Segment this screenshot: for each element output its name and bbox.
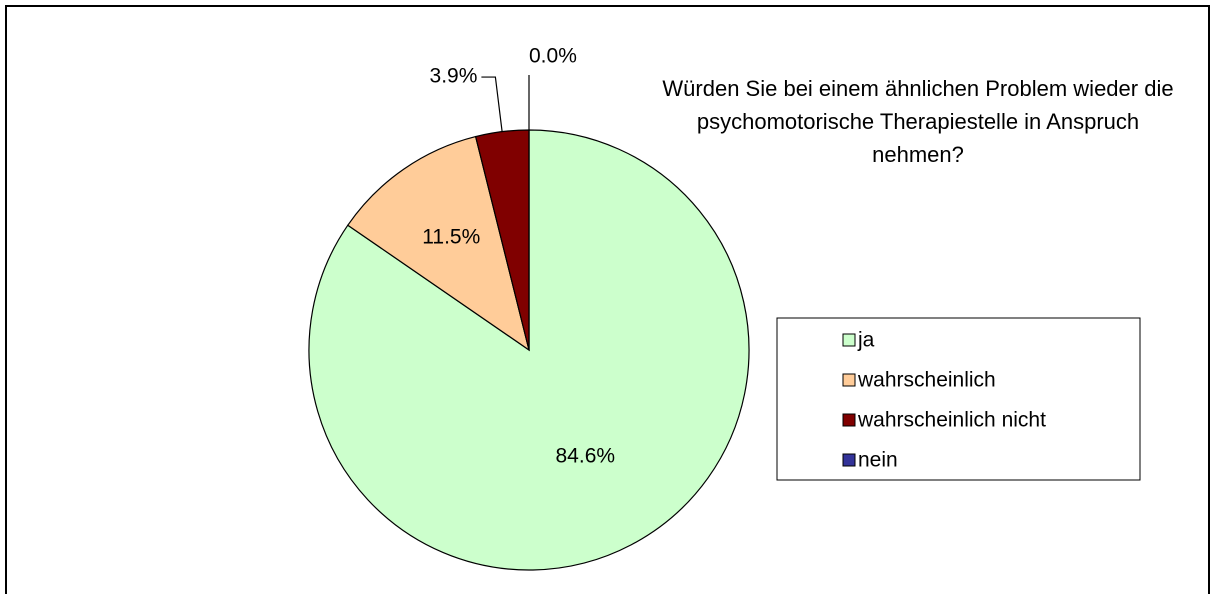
data-label: 3.9%	[430, 65, 478, 88]
legend-swatch	[842, 373, 856, 387]
data-label: 0.0%	[529, 45, 577, 68]
legend-swatch	[842, 333, 856, 347]
data-label: 84.6%	[556, 445, 616, 468]
legend-box	[776, 317, 1141, 481]
chart-frame	[5, 5, 1210, 594]
legend-swatch	[842, 453, 856, 467]
leader-line	[481, 76, 503, 132]
chart-title: Würden Sie bei einem ähnlichen Problem w…	[662, 76, 1174, 167]
legend-label: ja	[857, 329, 875, 352]
legend-label: wahrscheinlich	[857, 369, 996, 392]
pie-slice	[346, 135, 530, 352]
legend-label: wahrscheinlich nicht	[857, 409, 1046, 432]
data-label: 11.5%	[422, 225, 480, 248]
legend-label: nein	[858, 449, 898, 472]
legend-swatch	[842, 413, 856, 427]
